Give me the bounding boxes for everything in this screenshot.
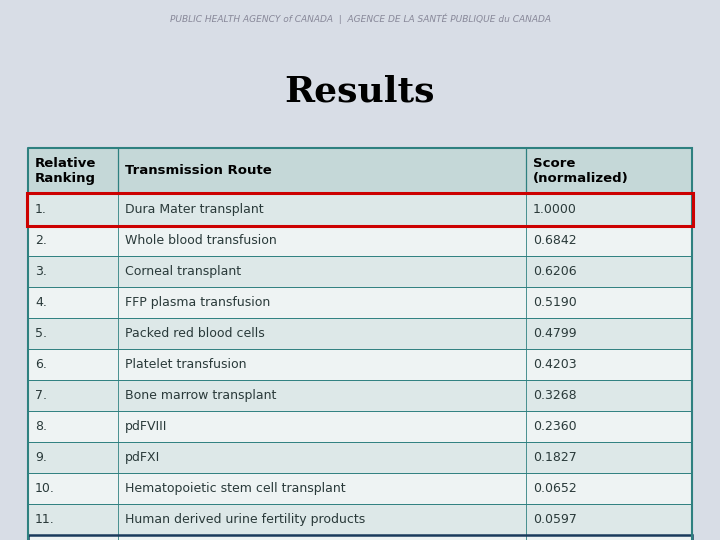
Bar — [28, 504, 692, 535]
Bar — [28, 535, 692, 540]
Text: 8.: 8. — [35, 420, 47, 433]
Bar — [28, 411, 692, 442]
Bar — [28, 287, 692, 318]
Bar — [28, 256, 692, 287]
Text: 0.3268: 0.3268 — [533, 389, 577, 402]
Bar — [28, 504, 692, 535]
Text: 5.: 5. — [35, 327, 47, 340]
Text: 0.4203: 0.4203 — [533, 358, 577, 371]
Text: Dura Mater transplant: Dura Mater transplant — [125, 203, 264, 216]
Bar — [28, 194, 692, 225]
Text: Packed red blood cells: Packed red blood cells — [125, 327, 264, 340]
Bar — [28, 256, 692, 287]
Bar — [28, 148, 692, 540]
Bar — [28, 535, 692, 540]
Bar — [28, 194, 692, 225]
Bar — [28, 148, 692, 194]
Bar — [28, 442, 692, 473]
Bar — [28, 442, 692, 473]
Text: Transmission Route: Transmission Route — [125, 165, 271, 178]
Text: 7.: 7. — [35, 389, 47, 402]
Bar — [28, 473, 692, 504]
Text: 3.: 3. — [35, 265, 47, 278]
Text: Relative
Ranking: Relative Ranking — [35, 157, 96, 185]
Text: Corneal transplant: Corneal transplant — [125, 265, 240, 278]
Text: Platelet transfusion: Platelet transfusion — [125, 358, 246, 371]
Text: Human derived urine fertility products: Human derived urine fertility products — [125, 513, 365, 526]
Text: Hematopoietic stem cell transplant: Hematopoietic stem cell transplant — [125, 482, 346, 495]
Text: Bone marrow transplant: Bone marrow transplant — [125, 389, 276, 402]
Bar — [28, 318, 692, 349]
Text: 11.: 11. — [35, 513, 55, 526]
Text: 0.1827: 0.1827 — [533, 451, 577, 464]
Text: 0.6842: 0.6842 — [533, 234, 577, 247]
Text: Results: Results — [284, 74, 436, 108]
Text: 0.0597: 0.0597 — [533, 513, 577, 526]
Text: 0.6206: 0.6206 — [533, 265, 577, 278]
Text: 6.: 6. — [35, 358, 47, 371]
Text: 9.: 9. — [35, 451, 47, 464]
Text: FFP plasma transfusion: FFP plasma transfusion — [125, 296, 270, 309]
Text: PUBLIC HEALTH AGENCY of CANADA  |  AGENCE DE LA SANTÉ PUBLIQUE du CANADA: PUBLIC HEALTH AGENCY of CANADA | AGENCE … — [169, 14, 551, 24]
Text: 0.2360: 0.2360 — [533, 420, 577, 433]
Text: pdFXI: pdFXI — [125, 451, 160, 464]
Bar — [28, 535, 692, 540]
Text: 4.: 4. — [35, 296, 47, 309]
Text: Whole blood transfusion: Whole blood transfusion — [125, 234, 276, 247]
Bar — [28, 349, 692, 380]
Bar — [28, 349, 692, 380]
Text: 2.: 2. — [35, 234, 47, 247]
Bar — [28, 225, 692, 256]
Bar — [28, 148, 692, 194]
Bar — [28, 318, 692, 349]
Text: 1.0000: 1.0000 — [533, 203, 577, 216]
Bar — [27, 193, 693, 226]
Text: 0.5190: 0.5190 — [533, 296, 577, 309]
Bar — [28, 380, 692, 411]
Text: 10.: 10. — [35, 482, 55, 495]
Bar — [28, 411, 692, 442]
Bar — [28, 225, 692, 256]
Text: Score
(normalized): Score (normalized) — [533, 157, 629, 185]
Text: pdFVIII: pdFVIII — [125, 420, 167, 433]
Text: 0.0652: 0.0652 — [533, 482, 577, 495]
Bar — [28, 473, 692, 504]
Bar — [28, 380, 692, 411]
Text: 0.4799: 0.4799 — [533, 327, 577, 340]
Text: 1.: 1. — [35, 203, 47, 216]
Bar — [28, 287, 692, 318]
